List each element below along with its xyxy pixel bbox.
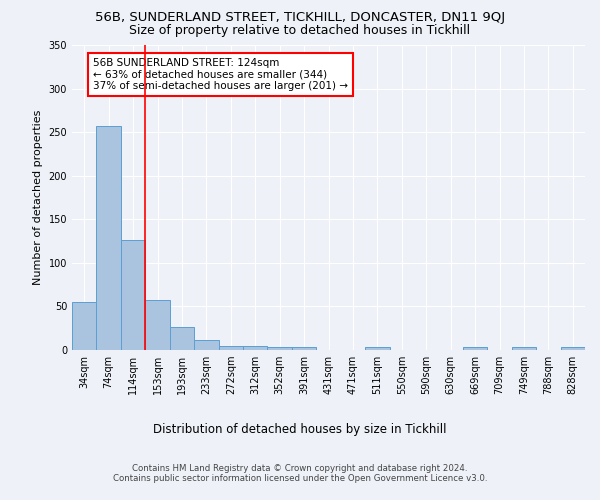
Text: Distribution of detached houses by size in Tickhill: Distribution of detached houses by size … (153, 422, 447, 436)
Text: 56B, SUNDERLAND STREET, TICKHILL, DONCASTER, DN11 9QJ: 56B, SUNDERLAND STREET, TICKHILL, DONCAS… (95, 11, 505, 24)
Bar (194, 340, 218, 350)
Text: 56B SUNDERLAND STREET: 124sqm
← 63% of detached houses are smaller (344)
37% of : 56B SUNDERLAND STREET: 124sqm ← 63% of d… (93, 58, 348, 92)
Bar (145, 300, 170, 350)
Bar (365, 346, 389, 350)
Bar (170, 328, 194, 350)
Text: Contains HM Land Registry data © Crown copyright and database right 2024.
Contai: Contains HM Land Registry data © Crown c… (113, 464, 487, 483)
Bar (121, 240, 145, 350)
Bar (243, 346, 268, 350)
Bar (268, 346, 292, 350)
Bar (463, 348, 487, 350)
Text: Size of property relative to detached houses in Tickhill: Size of property relative to detached ho… (130, 24, 470, 37)
Bar (218, 346, 243, 350)
Bar (512, 348, 536, 350)
Bar (97, 126, 121, 350)
Y-axis label: Number of detached properties: Number of detached properties (33, 110, 43, 285)
Bar (560, 348, 585, 350)
Bar (292, 346, 316, 350)
Bar (72, 302, 97, 350)
